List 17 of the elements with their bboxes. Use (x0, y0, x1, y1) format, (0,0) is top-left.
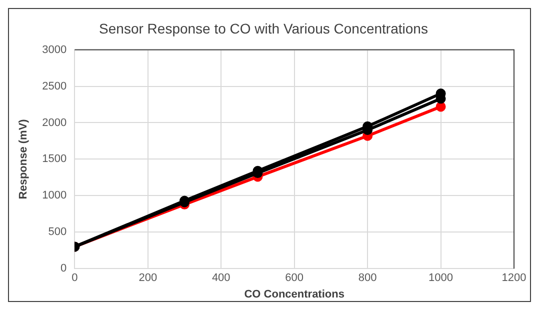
x-tick-label: 800 (358, 272, 377, 284)
y-tick-label: 2000 (42, 116, 67, 129)
x-tick-label: 1000 (428, 272, 454, 284)
x-tick-label: 600 (285, 272, 304, 284)
y-tick-label: 1500 (42, 153, 67, 166)
chart-title: Sensor Response to CO with Various Concentrations (99, 20, 428, 36)
y-tick-label: 500 (48, 226, 67, 238)
y-tick-label: 2500 (42, 80, 67, 92)
x-tick-label: 0 (72, 272, 78, 284)
y-tick-label: 3000 (42, 44, 67, 56)
x-tick-label: 1200 (502, 272, 526, 284)
y-axis-title: Response (mV) (18, 118, 30, 200)
x-tick-label: 400 (212, 272, 230, 284)
x-axis-title: CO Concentrations (244, 288, 344, 300)
y-tick-label: 1000 (42, 190, 67, 202)
x-tick-label: 200 (138, 272, 158, 284)
y-tick-label: 0 (60, 262, 67, 275)
